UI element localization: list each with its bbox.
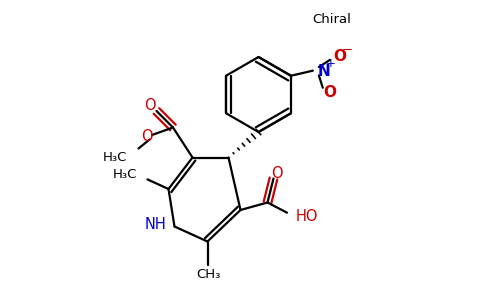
Text: O: O [333,49,347,64]
Text: N: N [318,64,330,79]
Text: CH₃: CH₃ [196,268,220,281]
Text: Chiral: Chiral [313,13,351,26]
Text: O: O [144,98,156,113]
Text: −: − [342,44,353,57]
Text: H₃C: H₃C [113,168,137,181]
Text: O: O [323,85,336,100]
Text: O: O [141,129,152,144]
Text: O: O [272,167,283,182]
Text: +: + [326,57,336,70]
Text: HO: HO [295,209,318,224]
Text: NH: NH [144,217,166,232]
Text: H₃C: H₃C [103,151,127,164]
